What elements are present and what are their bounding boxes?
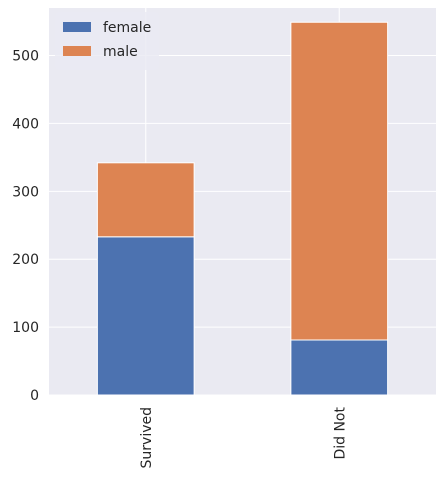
y-tick-label-200: 200 [12,252,39,268]
y-tick-label-500: 500 [12,49,39,65]
bars [96,21,389,396]
y-axis-tick-labels: 0 100 200 300 400 500 [12,49,39,404]
legend-label-male: male [103,44,138,60]
bar-did-not-female [290,339,389,396]
x-tick-label-did-not: Did Not [332,407,348,460]
y-tick-label-400: 400 [12,116,39,132]
legend: female male [55,12,159,70]
legend-label-female: female [103,20,151,36]
y-tick-label-0: 0 [30,388,39,404]
legend-swatch-female [63,22,91,32]
x-axis-tick-labels: Survived Did Not [139,407,349,469]
y-tick-label-100: 100 [12,320,39,336]
x-tick-label-survived: Survived [139,407,155,468]
bar-survived-female [96,236,195,396]
bar-survived-male [96,162,195,238]
bar-did-not-male [290,21,389,341]
legend-swatch-male [63,46,91,56]
y-tick-label-300: 300 [12,184,39,200]
